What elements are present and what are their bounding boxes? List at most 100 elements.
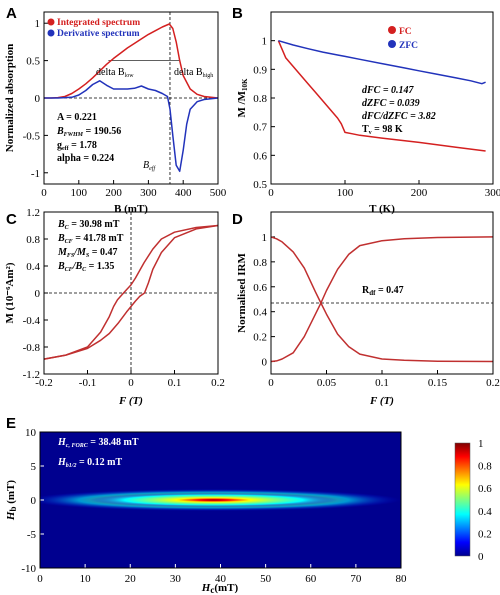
- annotation-b-tv: Tv = 98 K: [362, 124, 403, 136]
- y-tick-label-a: 0: [35, 93, 41, 105]
- panel-label-b: B: [232, 5, 243, 22]
- plot-frame-e: [39, 431, 402, 569]
- y-tick-label-e: 5: [31, 461, 37, 473]
- y-axis-label-b: M /M10K: [236, 78, 249, 118]
- annotation-b-dfc: dFC = 0.147: [362, 85, 415, 96]
- annotation-b-dzfc: dZFC = 0.039: [362, 98, 420, 109]
- annotation-c-bcf: BCF = 41.78 mT: [57, 233, 124, 245]
- legend-marker-fc: [388, 26, 396, 34]
- annotation-b-ratio: dFC/dZFC = 3.82: [362, 111, 436, 122]
- plot-c: -0.2 -0.1 0 0.1 0.2 -1.2 -0.8 -0.4 0 0.4 0.8 1.2: [23, 207, 225, 389]
- panel-label-c: C: [6, 211, 17, 228]
- plot-e: 0 10 20 30 40 50 60 70 80 -10 -5 0 5 10: [21, 427, 407, 585]
- colorbar-tick-label: 0: [478, 551, 484, 563]
- y-axis-label-c: M (10⁻⁶Am²): [4, 262, 16, 323]
- legend-marker-integrated: [47, 18, 55, 26]
- x-tick-label-c: 0.2: [211, 377, 225, 389]
- x-tick-label-b: 200: [411, 187, 428, 199]
- x-axis-label-d: F (T): [369, 395, 394, 407]
- annotation-d-rdf: Rdf = 0.47: [362, 285, 404, 297]
- y-tick-label-b: 0.7: [253, 122, 267, 134]
- series-line-acquisition: [270, 236, 494, 363]
- y-tick-label-d: 0.8: [253, 257, 267, 269]
- y-tick-label-c: -1.2: [23, 369, 40, 381]
- colorbar-tick-label: 0.2: [478, 528, 492, 540]
- legend-label-derivative: Derivative spectrum: [57, 29, 140, 39]
- x-axis-label-e: Hc(mT): [201, 582, 239, 595]
- y-tick-label-d: 1: [262, 232, 268, 244]
- annotation-a-amplitude: A = 0.221: [57, 112, 97, 123]
- annotation-a-geff: geff = 1.78: [57, 140, 97, 152]
- y-tick-label-b: 0.5: [253, 179, 267, 191]
- annotation-e-hc-forc: Hc, FORC = 38.48 mT: [57, 437, 139, 449]
- y-tick-label-d: 0.2: [253, 332, 267, 344]
- legend-label-fc: FC: [399, 27, 412, 37]
- y-tick-label-d: 0.6: [253, 282, 267, 294]
- y-axis-label-a: Normalized absorption: [4, 44, 16, 152]
- series-line-integrated-spectrum: [44, 23, 219, 99]
- annotation-a-fwhm: BFWHM = 190.56: [56, 126, 121, 138]
- heatmap-peak: [89, 493, 338, 507]
- series-line-zfc: [278, 39, 486, 85]
- x-tick-label-a: 300: [140, 187, 157, 199]
- x-tick-label-e: 20: [125, 573, 137, 585]
- annotation-e-hb-half: Hb1/2 = 0.12 mT: [57, 457, 122, 469]
- colorbar-tick-label: 0.4: [478, 506, 492, 518]
- x-tick-label-d: 0.15: [428, 377, 448, 389]
- panel-c: C -0.2 -0.1 0 0.1 0.2-1.2-0.8-0.400.40.81.2 …: [4, 207, 225, 407]
- series-line-ascending: [43, 224, 219, 360]
- plot-frame-c: [43, 211, 219, 375]
- series-line-fc: [277, 40, 486, 152]
- colorbar-tick-label: 0.6: [478, 483, 492, 495]
- series-line-derivative-spectrum: [44, 80, 219, 173]
- annotation-a-delta-low: delta Blow: [96, 67, 134, 79]
- annotation-a-delta-high: delta Bhigh: [174, 67, 213, 79]
- plot-b: 0 100 200 300 0.5 0.6 0.7 0.8 0.9 1: [253, 36, 500, 199]
- annotation-c-mfs-ms: MFS/MS = 0.47: [57, 247, 117, 259]
- x-tick-label-a: 500: [210, 187, 227, 199]
- y-axis-label-e: Hb (mT): [5, 480, 18, 521]
- legend-label-zfc: ZFC: [399, 41, 418, 51]
- colorbar-ticks: 0 0.2 0.4 0.6 0.8 1: [478, 438, 492, 563]
- x-tick-label-d: 0.2: [486, 377, 500, 389]
- x-tick-label-d: 0: [268, 377, 274, 389]
- y-tick-label-b: 0.8: [253, 93, 267, 105]
- x-tick-label-d: 0.05: [317, 377, 337, 389]
- x-tick-label-d: 0.1: [375, 377, 389, 389]
- x-tick-label-c: 0: [128, 377, 134, 389]
- panel-label-d: D: [232, 211, 243, 228]
- legend-marker-derivative: [47, 29, 55, 37]
- panel-b: B 0 100 200 300 0.5 0.6 0.7 0.8 0.9 1 FC ZFC dFC …: [232, 5, 500, 215]
- annotation-a-beff: Beff: [143, 160, 156, 172]
- y-axis-label-d: Normalised IRM: [236, 253, 248, 333]
- colorbar: [454, 442, 471, 557]
- y-tick-label-a: 0.5: [26, 56, 40, 68]
- y-tick-label-c: 0: [35, 288, 41, 300]
- y-tick-label-c: -0.8: [23, 342, 41, 354]
- x-tick-label-b: 300: [485, 187, 500, 199]
- y-tick-label-b: 1: [262, 36, 268, 48]
- x-tick-label-c: -0.2: [35, 377, 52, 389]
- x-tick-label-a: 0: [41, 187, 47, 199]
- annotation-a-alpha: alpha = 0.224: [57, 153, 114, 164]
- y-tick-label-c: -0.4: [23, 315, 41, 327]
- x-tick-label-e: 80: [396, 573, 408, 585]
- colorbar-tick-label: 0.8: [478, 461, 492, 473]
- x-tick-label-e: 0: [37, 573, 43, 585]
- x-tick-label-e: 70: [350, 573, 362, 585]
- annotation-c-bc: BC = 30.98 mT: [57, 219, 120, 231]
- y-tick-label-a: -0.5: [23, 130, 41, 142]
- panel-label-e: E: [6, 415, 16, 432]
- x-tick-label-e: 60: [305, 573, 317, 585]
- plot-frame-b: [270, 11, 494, 185]
- x-tick-label-e: 40: [215, 573, 227, 585]
- y-tick-label-c: 1.2: [26, 207, 40, 219]
- plot-frame-d: [270, 211, 494, 375]
- y-tick-label-b: 0.9: [253, 64, 267, 76]
- annotation-c-bcf-bc: BCF/BC = 1.35: [57, 261, 114, 273]
- panel-d: D 0 0.05 0.1 0.15 0.2 0 0.2 0.4 0.6 0.8 1 Rdf = 0.…: [232, 211, 500, 407]
- plot-frame-a: [43, 11, 219, 185]
- x-tick-label-c: 0.1: [168, 377, 182, 389]
- x-tick-label-e: 10: [80, 573, 92, 585]
